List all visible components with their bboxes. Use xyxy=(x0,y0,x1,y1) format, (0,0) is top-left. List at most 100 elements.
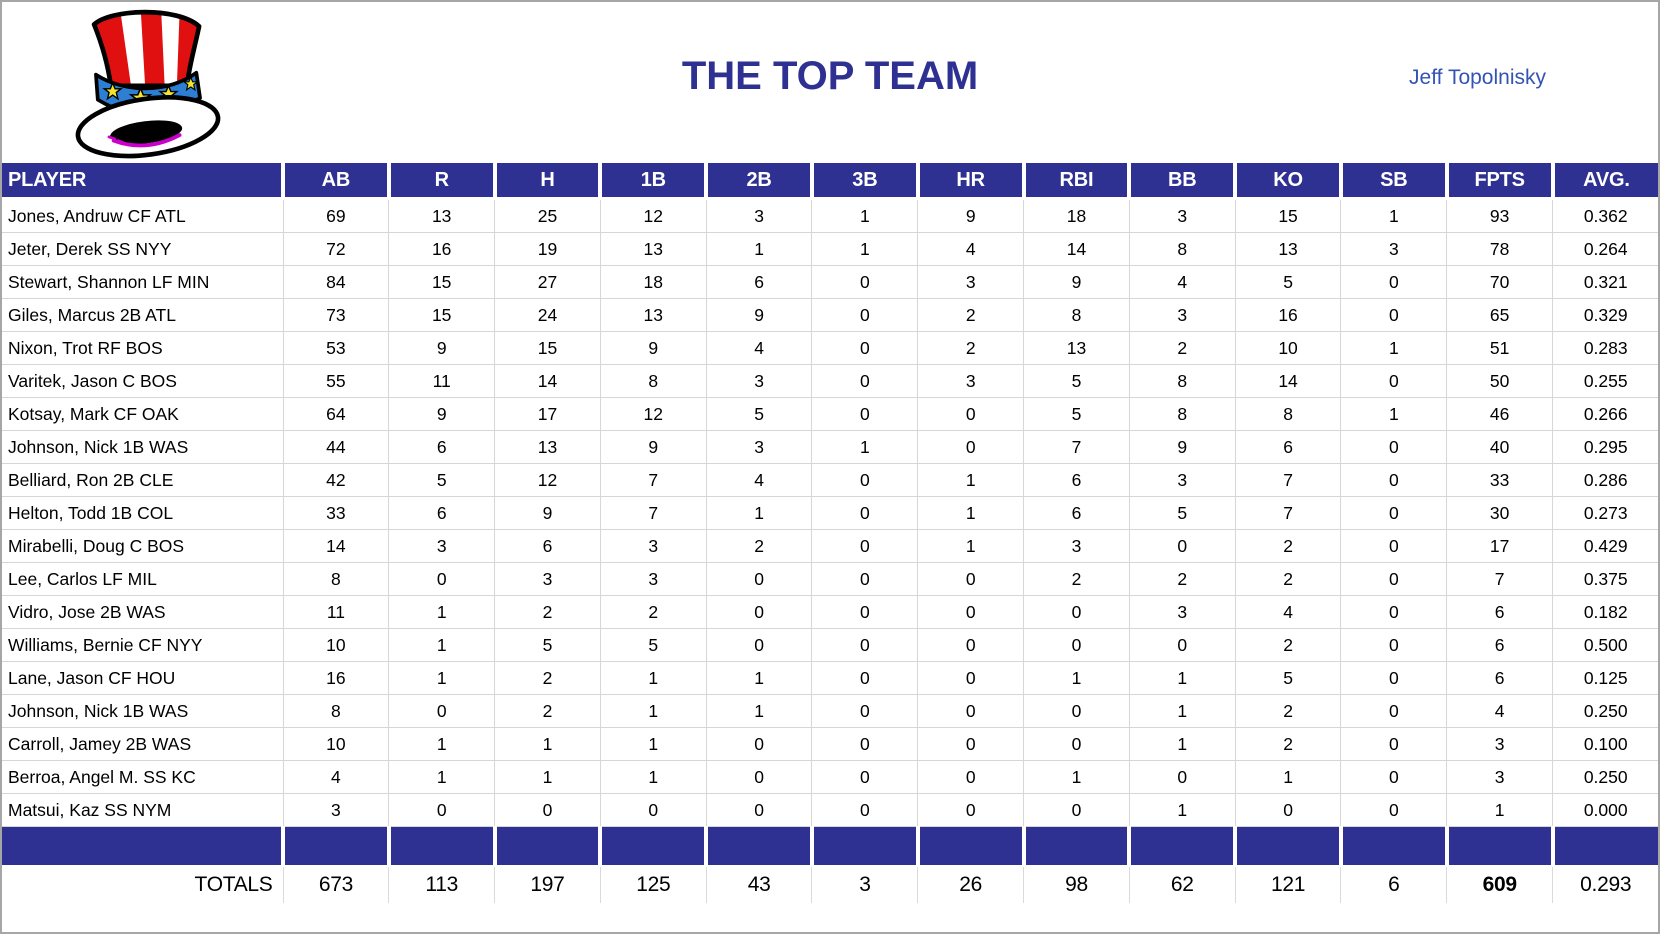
player-name-cell: Jones, Andruw CF ATL xyxy=(2,198,283,233)
stat-cell: 9 xyxy=(1128,430,1236,464)
stat-cell: 3 xyxy=(282,793,389,827)
stat-cell: 12 xyxy=(494,463,601,497)
stat-cell: 3 xyxy=(1128,298,1236,332)
stat-cell: 6 xyxy=(705,265,812,299)
stat-cell: 14 xyxy=(282,529,389,563)
stat-cell: 1 xyxy=(599,694,707,728)
stat-cell: 2 xyxy=(599,595,707,629)
player-name-cell: Berroa, Angel M. SS KC xyxy=(2,760,283,794)
stat-cell: 17 xyxy=(494,397,601,431)
stat-cell: 1 xyxy=(705,496,812,530)
stat-cell: 70 xyxy=(1446,265,1553,299)
stat-cell: 73 xyxy=(282,298,389,332)
stat-cell: 4 xyxy=(1128,265,1236,299)
table-row: Johnson, Nick 1B WAS 44 6 13 9 3 1 0 7 9 6 0 40 0.295 xyxy=(2,430,1659,464)
col-header-player: PLAYER xyxy=(2,163,283,200)
stat-cell: 2 xyxy=(1023,562,1130,596)
stat-cell: 0 xyxy=(599,793,707,827)
stat-cell: 0 xyxy=(917,397,1024,431)
stat-cell: 6 xyxy=(388,430,495,464)
stat-cell: 33 xyxy=(282,496,389,530)
col-header-3b: 3B xyxy=(809,163,918,200)
stat-cell: 0 xyxy=(1340,298,1447,332)
stat-cell: 0 xyxy=(388,694,495,728)
stat-cell: 1 xyxy=(917,496,1024,530)
page-banner: THE TOP TEAM Jeff Topolnisky xyxy=(2,2,1658,163)
stat-cell: 1 xyxy=(1128,793,1236,827)
totals-row: TOTALS 673 113 197 125 43 3 26 98 62 121 6 609 0.293 xyxy=(2,866,1659,903)
stat-cell: 17 xyxy=(1446,529,1553,563)
table-row: Stewart, Shannon LF MIN 84 15 27 18 6 0 3 9 4 5 0 70… xyxy=(2,265,1659,299)
separator-cell xyxy=(915,826,1024,867)
stat-cell: 0 xyxy=(388,793,495,827)
stat-cell: 13 xyxy=(494,430,601,464)
stat-cell: 0 xyxy=(811,364,918,398)
stat-cell: 0 xyxy=(1023,628,1130,662)
stat-cell: 13 xyxy=(1234,232,1341,266)
stat-cell: 1 xyxy=(494,760,601,794)
stat-cell: 1 xyxy=(1340,331,1447,365)
stat-cell: 19 xyxy=(494,232,601,266)
separator-cell xyxy=(386,826,495,867)
stat-cell: 1 xyxy=(388,661,495,695)
stat-cell: 0 xyxy=(1340,463,1447,497)
player-name-cell: Lee, Carlos LF MIL xyxy=(2,562,283,596)
col-header-hr: HR xyxy=(915,163,1024,200)
stat-cell: 40 xyxy=(1446,430,1553,464)
stat-cell: 13 xyxy=(599,298,707,332)
player-name-cell: Carroll, Jamey 2B WAS xyxy=(2,727,283,761)
stat-cell: 5 xyxy=(1023,397,1130,431)
stat-cell: 0 xyxy=(811,265,918,299)
total-cell: 26 xyxy=(917,866,1024,903)
separator-cell xyxy=(1338,826,1447,867)
col-header-2b: 2B xyxy=(704,163,812,200)
stat-cell: 6 xyxy=(494,529,601,563)
stat-cell: 0.321 xyxy=(1552,265,1659,299)
stat-cell: 5 xyxy=(1023,364,1130,398)
stat-cell: 0.266 xyxy=(1552,397,1659,431)
table-row: Matsui, Kaz SS NYM 3 0 0 0 0 0 0 0 1 0 0 1 0.000 xyxy=(2,793,1659,827)
stat-cell: 9 xyxy=(388,331,495,365)
table-row: Belliard, Ron 2B CLE 42 5 12 7 4 0 1 6 3 7 0 33 0.286 xyxy=(2,463,1659,497)
stat-cell: 13 xyxy=(599,232,707,266)
stat-cell: 50 xyxy=(1446,364,1553,398)
stat-cell: 0 xyxy=(811,661,918,695)
separator-cell xyxy=(704,826,812,867)
stat-cell: 4 xyxy=(1234,595,1341,629)
table-row: Carroll, Jamey 2B WAS 10 1 1 1 0 0 0 0 1 2 0 3 0.100 xyxy=(2,727,1659,761)
table-row: Nixon, Trot RF BOS 53 9 15 9 4 0 2 13 2 10 1 51 0.283 xyxy=(2,331,1659,365)
stat-cell: 3 xyxy=(705,430,812,464)
total-cell: 673 xyxy=(282,866,389,903)
stat-cell: 3 xyxy=(705,198,812,233)
player-name-cell: Stewart, Shannon LF MIN xyxy=(2,265,283,299)
stat-cell: 2 xyxy=(1128,331,1236,365)
stat-cell: 1 xyxy=(705,232,812,266)
stat-cell: 0 xyxy=(811,793,918,827)
stat-cell: 16 xyxy=(282,661,389,695)
stat-cell: 72 xyxy=(282,232,389,266)
player-name-cell: Matsui, Kaz SS NYM xyxy=(2,793,283,827)
stat-cell: 4 xyxy=(705,331,812,365)
stat-cell: 2 xyxy=(494,694,601,728)
stat-cell: 8 xyxy=(282,694,389,728)
stat-cell: 0 xyxy=(1340,661,1447,695)
stat-cell: 0 xyxy=(917,793,1024,827)
stat-cell: 8 xyxy=(1128,364,1236,398)
stat-cell: 9 xyxy=(917,198,1024,233)
stat-cell: 0 xyxy=(1340,628,1447,662)
table-row: Giles, Marcus 2B ATL 73 15 24 13 9 0 2 8 3 16 0 65 0.… xyxy=(2,298,1659,332)
separator-row xyxy=(2,826,1659,867)
stat-cell: 1 xyxy=(1446,793,1553,827)
stat-cell: 9 xyxy=(494,496,601,530)
stat-cell: 5 xyxy=(1128,496,1236,530)
stat-cell: 3 xyxy=(1128,463,1236,497)
player-name-cell: Belliard, Ron 2B CLE xyxy=(2,463,283,497)
stat-cell: 1 xyxy=(1128,661,1236,695)
stat-cell: 1 xyxy=(1023,661,1130,695)
stat-cell: 8 xyxy=(1023,298,1130,332)
stat-cell: 0 xyxy=(1128,760,1236,794)
stat-cell: 7 xyxy=(599,463,707,497)
stat-cell: 9 xyxy=(599,430,707,464)
stat-cell: 0 xyxy=(705,727,812,761)
